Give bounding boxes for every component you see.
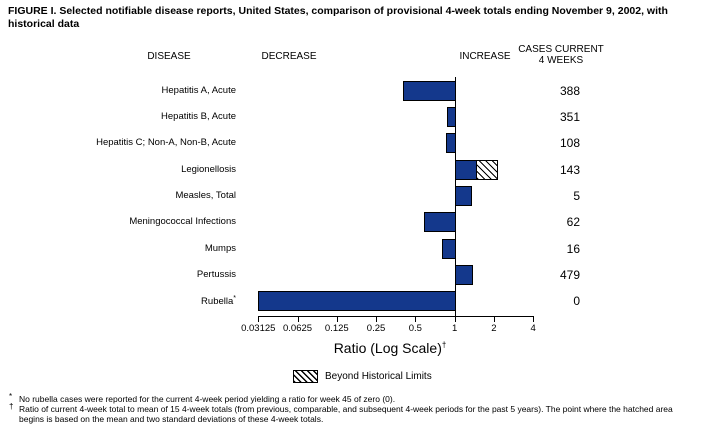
- footnote-rubella: * No rubella cases were reported for the …: [6, 392, 698, 404]
- ratio-bar: [454, 264, 474, 285]
- ratio-bar: [258, 291, 456, 312]
- disease-label: Mumps: [204, 242, 236, 254]
- column-header-cases-line1: CASES CURRENT: [518, 44, 604, 55]
- disease-label: Measles, Total: [175, 189, 236, 201]
- footnotes: * No rubella cases were reported for the …: [6, 392, 698, 424]
- disease-label: Pertussis: [196, 268, 236, 280]
- ratio-bar: [454, 185, 472, 206]
- disease-label: Hepatitis C; Non-A, Non-B, Acute: [96, 137, 236, 149]
- x-axis-tick: [297, 316, 299, 322]
- x-axis-tick-label: 1: [451, 322, 458, 334]
- disease-label: Hepatitis B, Acute: [161, 110, 236, 122]
- cases-value: 62: [566, 215, 580, 230]
- ratio-bar: [423, 212, 456, 233]
- column-header-decrease: DECREASE: [261, 51, 317, 62]
- disease-label: Hepatitis A, Acute: [161, 84, 236, 96]
- cases-value: 479: [559, 267, 580, 282]
- x-axis-tick: [258, 316, 260, 322]
- disease-label: Meningococcal Infections: [129, 216, 236, 228]
- column-header-disease: DISEASE: [147, 51, 191, 62]
- footnote-text: No rubella cases were reported for the c…: [19, 394, 396, 404]
- x-axis-title-footnote-marker: †: [441, 340, 447, 350]
- x-axis-line: [258, 315, 535, 317]
- cases-value: 143: [559, 162, 580, 177]
- cases-value: 5: [573, 188, 580, 203]
- footnote-marker-dagger: †: [9, 402, 14, 411]
- x-axis-tick-label: 0.5: [408, 322, 422, 334]
- x-axis-tick: [454, 316, 456, 322]
- x-axis-tick-label: 0.25: [366, 322, 386, 334]
- disease-label: Rubella*: [201, 295, 236, 308]
- column-header-cases-line2: 4 WEEKS: [538, 55, 584, 66]
- disease-footnote-marker: *: [233, 295, 236, 303]
- footnote-text: Ratio of current 4-week total to mean of…: [19, 404, 673, 424]
- ratio-bar: [446, 133, 456, 154]
- column-header-cases: CASES CURRENT 4 WEEKS: [518, 44, 604, 66]
- disease-label: Legionellosis: [181, 163, 236, 175]
- x-axis-title-text: Ratio (Log Scale): [333, 340, 442, 356]
- x-axis-tick-label: 0.03125: [241, 322, 276, 334]
- x-axis-tick: [493, 316, 495, 322]
- x-axis-tick-label: 0.0625: [282, 322, 313, 334]
- x-axis-tick-label: 2: [491, 322, 497, 334]
- beyond-historical-limits-bar: [476, 159, 499, 180]
- cases-value: 388: [559, 83, 580, 98]
- cases-value: 0: [573, 294, 580, 309]
- footnote-ratio: † Ratio of current 4-week total to mean o…: [6, 402, 698, 424]
- footnote-marker-asterisk: *: [9, 392, 13, 401]
- x-axis-tick: [415, 316, 417, 322]
- cases-value: 351: [559, 109, 580, 124]
- x-axis-tick-label: 4: [530, 322, 536, 334]
- x-axis-tick: [376, 316, 378, 322]
- x-axis-tick: [336, 316, 338, 322]
- column-header-increase: INCREASE: [459, 51, 511, 62]
- x-axis-tick: [533, 316, 535, 322]
- ratio-bar: [402, 80, 456, 101]
- ratio-bar: [454, 159, 478, 180]
- x-axis-title: Ratio (Log Scale)†: [334, 340, 447, 356]
- figure-title: FIGURE I. Selected notifiable disease re…: [8, 5, 668, 30]
- x-axis-tick-label: 0.125: [324, 322, 349, 334]
- ratio-bar: [446, 106, 456, 127]
- ratio-bar: [441, 238, 456, 259]
- hatched-swatch-icon: [293, 370, 318, 383]
- legend-label: Beyond Historical Limits: [325, 371, 432, 382]
- cases-value: 16: [566, 241, 580, 256]
- cases-value: 108: [559, 136, 580, 151]
